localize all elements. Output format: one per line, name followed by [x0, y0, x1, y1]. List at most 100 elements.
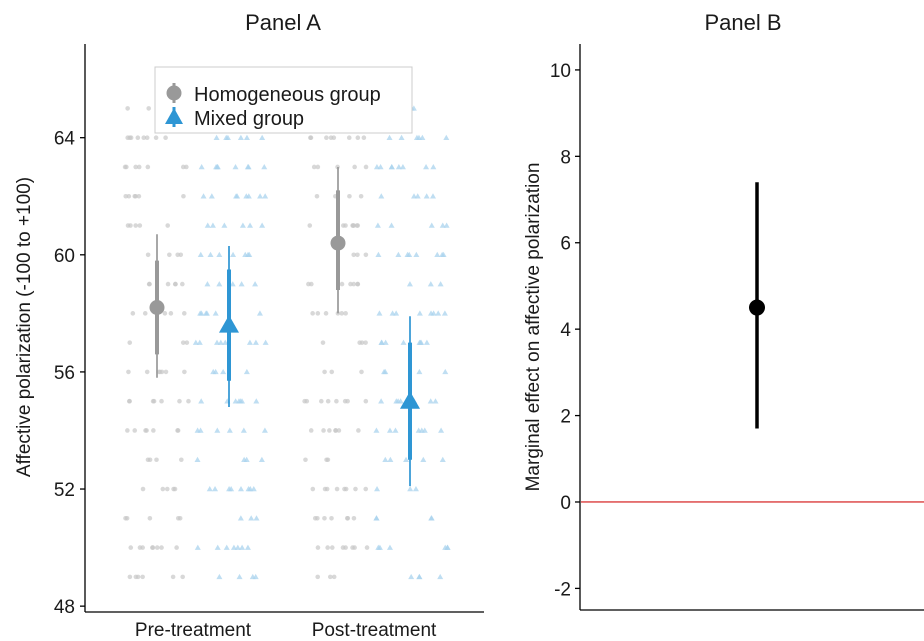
- raw-point-mixed: [222, 339, 229, 345]
- x-tick-label-post-treatment: Post-treatment: [312, 620, 437, 641]
- raw-point-mixed: [443, 222, 450, 228]
- raw-point-mixed: [239, 222, 246, 228]
- legend-box: [154, 66, 413, 134]
- raw-point-mixed: [421, 427, 428, 433]
- raw-point-homogeneous: [355, 252, 360, 258]
- raw-point-homogeneous: [132, 193, 138, 199]
- raw-point-mixed: [245, 486, 252, 492]
- legend: Homogeneous group Mixed group: [154, 66, 413, 134]
- raw-point-mixed: [232, 398, 239, 404]
- raw-point-mixed: [413, 251, 420, 258]
- raw-point-mixed: [395, 163, 402, 170]
- raw-point-homogeneous: [146, 106, 152, 111]
- raw-point-mixed: [253, 515, 260, 521]
- raw-point-mixed: [192, 339, 199, 345]
- raw-point-homogeneous: [336, 428, 342, 433]
- raw-point-homogeneous: [135, 135, 141, 140]
- raw-point-homogeneous: [182, 369, 187, 375]
- raw-point-mixed: [441, 310, 448, 316]
- raw-point-mixed: [400, 339, 407, 345]
- panel-a-y-ticks: 48 52 56 60 64: [54, 129, 85, 618]
- panel-b-y-ticks: -2 0 2 4 6 8 10: [550, 61, 580, 600]
- mean-point-homogeneous: [149, 300, 165, 316]
- raw-point-homogeneous: [350, 223, 356, 228]
- raw-point-mixed: [238, 281, 245, 287]
- raw-point-homogeneous: [172, 281, 178, 287]
- raw-point-homogeneous: [342, 486, 347, 492]
- panel-a-x-ticks: Pre-treatment Post-treatment: [135, 620, 437, 641]
- raw-point-mixed: [437, 281, 444, 287]
- raw-point-mixed: [208, 193, 215, 199]
- raw-point-homogeneous: [358, 193, 364, 199]
- raw-point-mixed: [214, 427, 221, 433]
- raw-point-mixed: [229, 281, 236, 287]
- raw-point-mixed: [378, 193, 385, 199]
- raw-point-homogeneous: [339, 281, 345, 287]
- raw-point-homogeneous: [125, 428, 130, 433]
- raw-point-mixed: [429, 193, 436, 199]
- raw-point-mixed: [216, 573, 223, 580]
- raw-point-homogeneous: [343, 223, 348, 228]
- raw-point-homogeneous: [322, 369, 327, 375]
- raw-point-mixed: [381, 368, 388, 375]
- raw-point-homogeneous: [175, 428, 181, 433]
- raw-point-homogeneous: [143, 428, 148, 433]
- raw-point-homogeneous: [343, 311, 348, 316]
- raw-point-homogeneous: [177, 516, 183, 521]
- raw-point-homogeneous: [147, 281, 152, 287]
- raw-point-mixed: [434, 251, 441, 258]
- raw-point-homogeneous: [142, 311, 148, 316]
- raw-point-mixed: [386, 427, 393, 433]
- raw-point-homogeneous: [339, 311, 345, 316]
- raw-point-mixed: [442, 368, 449, 375]
- raw-point-homogeneous: [355, 281, 361, 287]
- raw-point-mixed: [204, 281, 211, 287]
- raw-point-homogeneous: [325, 398, 331, 404]
- raw-point-homogeneous: [144, 369, 150, 375]
- raw-point-homogeneous: [334, 398, 339, 404]
- raw-point-mixed: [196, 339, 203, 345]
- raw-point-mixed: [197, 310, 204, 316]
- raw-point-homogeneous: [327, 574, 333, 580]
- raw-point-homogeneous: [329, 545, 335, 550]
- raw-point-homogeneous: [127, 574, 133, 580]
- y-tick-label: 4: [560, 320, 571, 341]
- raw-point-homogeneous: [154, 545, 160, 550]
- raw-point-mixed: [247, 222, 254, 228]
- raw-point-homogeneous: [315, 311, 321, 316]
- raw-point-mixed: [209, 222, 216, 228]
- mean-point-mixed: [400, 391, 420, 409]
- raw-point-mixed: [212, 310, 219, 316]
- raw-point-homogeneous: [180, 281, 185, 287]
- raw-point-mixed: [261, 163, 268, 170]
- raw-point-homogeneous: [364, 545, 370, 550]
- raw-point-mixed: [252, 339, 259, 345]
- raw-point-homogeneous: [163, 369, 169, 375]
- raw-point-mixed: [243, 368, 250, 375]
- raw-point-mixed: [216, 281, 223, 287]
- panel-a: Panel A 48 52 56 60 64 Pre-treatment Post-tr…: [14, 10, 484, 641]
- panel-a-jitter-layer: [122, 105, 451, 580]
- raw-point-mixed: [392, 427, 399, 433]
- raw-point-homogeneous: [180, 340, 186, 345]
- raw-point-homogeneous: [181, 311, 187, 316]
- raw-point-homogeneous: [333, 428, 338, 433]
- raw-point-homogeneous: [170, 574, 176, 580]
- raw-point-mixed: [236, 573, 243, 580]
- raw-point-mixed: [212, 486, 219, 492]
- raw-point-mixed: [414, 193, 421, 199]
- raw-point-homogeneous: [179, 457, 184, 463]
- raw-point-homogeneous: [140, 574, 145, 580]
- raw-point-mixed: [428, 515, 435, 521]
- raw-point-mixed: [388, 222, 395, 228]
- legend-homogeneous-label: Homogeneous group: [194, 84, 381, 106]
- panel-b: Panel B -2 0 2 4 6 8 10 Marginal effect on aff…: [523, 10, 924, 611]
- raw-point-homogeneous: [307, 223, 313, 228]
- y-tick-label: 8: [560, 147, 571, 168]
- raw-point-mixed: [246, 251, 253, 258]
- raw-point-mixed: [382, 456, 389, 463]
- raw-point-homogeneous: [363, 340, 368, 345]
- raw-point-homogeneous: [147, 516, 153, 521]
- raw-point-homogeneous: [136, 193, 142, 199]
